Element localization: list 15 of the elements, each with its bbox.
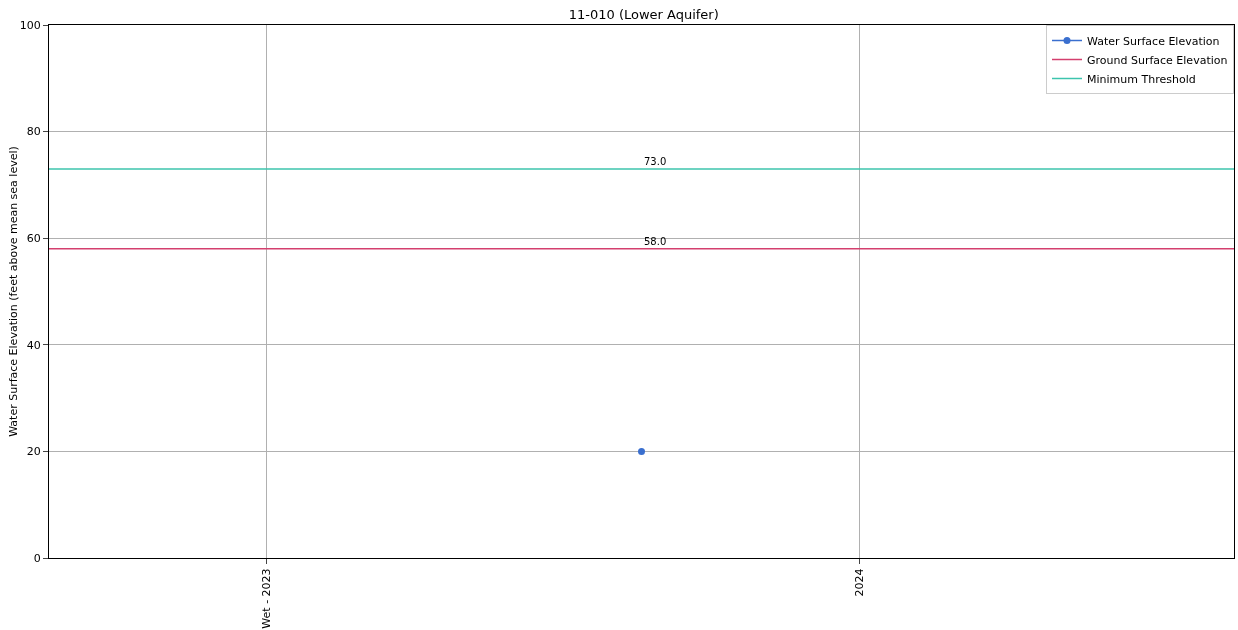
x-tick-label: Wet - 2023 bbox=[260, 568, 274, 629]
legend-label: Ground Surface Elevation bbox=[1087, 53, 1228, 67]
y-tick-label: 0 bbox=[33, 551, 41, 565]
annotation: 73.0 bbox=[644, 156, 667, 167]
legend-label: Water Surface Elevation bbox=[1087, 34, 1220, 48]
y-tick-label: 100 bbox=[19, 18, 41, 32]
y-tick-label: 60 bbox=[26, 232, 41, 246]
y-tick-label: 40 bbox=[26, 338, 41, 352]
y-tick-label: 80 bbox=[26, 125, 41, 139]
y-axis-title: Water Surface Elevation (feet above mean sea level) bbox=[7, 146, 20, 437]
legend-label: Minimum Threshold bbox=[1087, 72, 1196, 86]
x-tick-label: 2024 bbox=[852, 568, 866, 597]
annotation: 58.0 bbox=[644, 236, 667, 247]
chart-title: 11-010 (Lower Aquifer) bbox=[568, 6, 719, 22]
y-tick-label: 20 bbox=[26, 445, 41, 459]
